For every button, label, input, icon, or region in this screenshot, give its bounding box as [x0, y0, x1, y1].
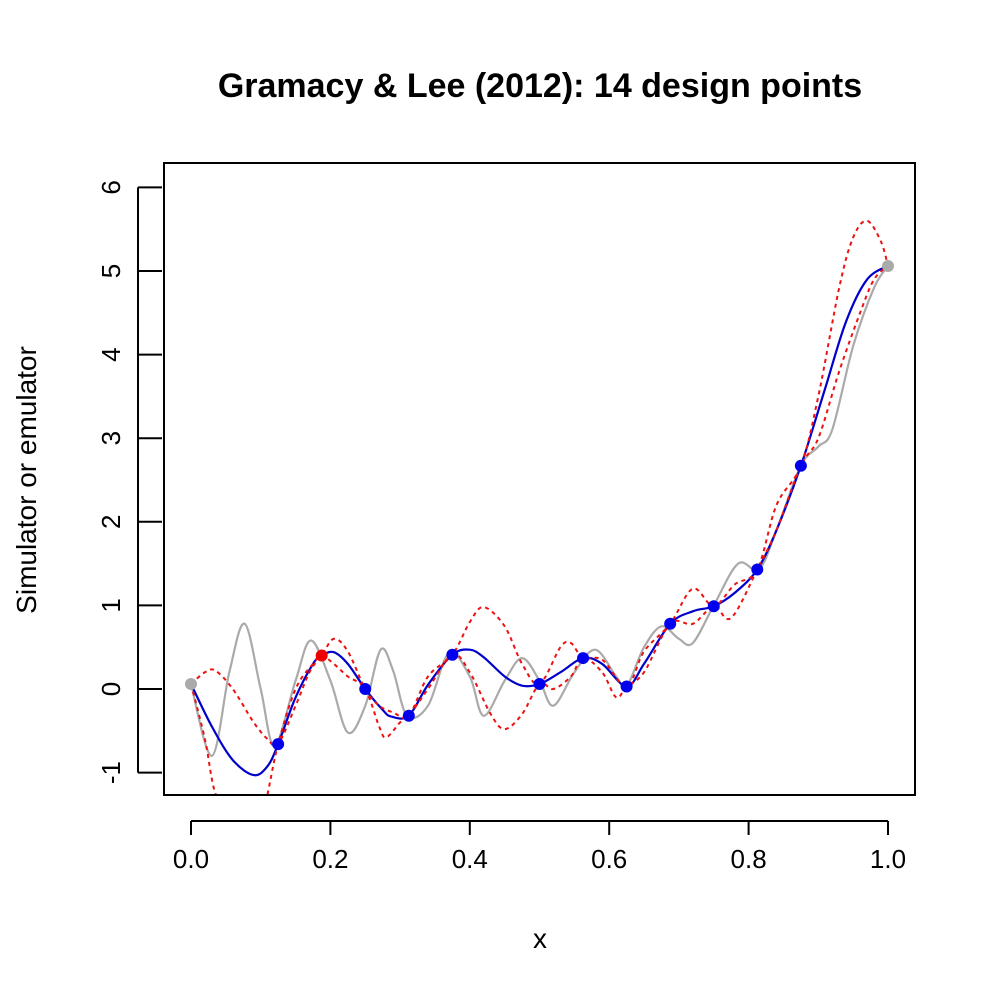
x-tick-label: 0.4 — [452, 844, 488, 874]
design-point — [751, 563, 764, 576]
design-point — [272, 738, 285, 751]
y-axis: -1 0 1 2 3 4 5 6 — [96, 180, 162, 784]
endpoint-design-point — [185, 677, 197, 690]
design-point — [620, 680, 633, 693]
y-tick-label: 0 — [96, 682, 126, 696]
series-layer — [189, 219, 889, 795]
y-axis-label: Simulator or emulator — [11, 346, 42, 614]
x-axis-label: x — [533, 923, 547, 954]
x-tick-label: 0.6 — [591, 844, 627, 874]
y-tick-label: 6 — [96, 180, 126, 194]
x-axis: 0.0 0.2 0.4 0.6 0.8 1.0 — [173, 820, 906, 874]
lower-bound-curve — [190, 265, 889, 795]
y-tick-label: 2 — [96, 515, 126, 529]
y-tick-label: 3 — [96, 431, 126, 445]
y-tick-label: 1 — [96, 598, 126, 612]
y-tick-label: 5 — [96, 264, 126, 278]
x-tick-label: 1.0 — [870, 844, 906, 874]
y-tick-label: 4 — [96, 347, 126, 361]
emulator-curve — [190, 265, 889, 777]
design-point — [533, 677, 546, 690]
x-tick-label: 0.2 — [312, 844, 348, 874]
endpoint-design-point — [882, 259, 894, 272]
new-design-point — [315, 649, 328, 662]
design-point — [359, 683, 372, 695]
design-point — [446, 648, 459, 661]
design-point — [664, 617, 677, 630]
x-tick-label: 0.0 — [173, 844, 209, 874]
design-point — [402, 709, 415, 722]
design-point — [577, 652, 590, 665]
design-point — [707, 600, 720, 613]
plot-frame — [163, 162, 916, 796]
upper-bound-curve — [190, 219, 889, 748]
y-tick-label: -1 — [96, 761, 126, 784]
design-points-layer — [185, 259, 894, 751]
design-point — [794, 459, 807, 472]
x-tick-label: 0.8 — [731, 844, 767, 874]
chart-title: Gramacy & Lee (2012): 14 design points — [218, 67, 862, 105]
